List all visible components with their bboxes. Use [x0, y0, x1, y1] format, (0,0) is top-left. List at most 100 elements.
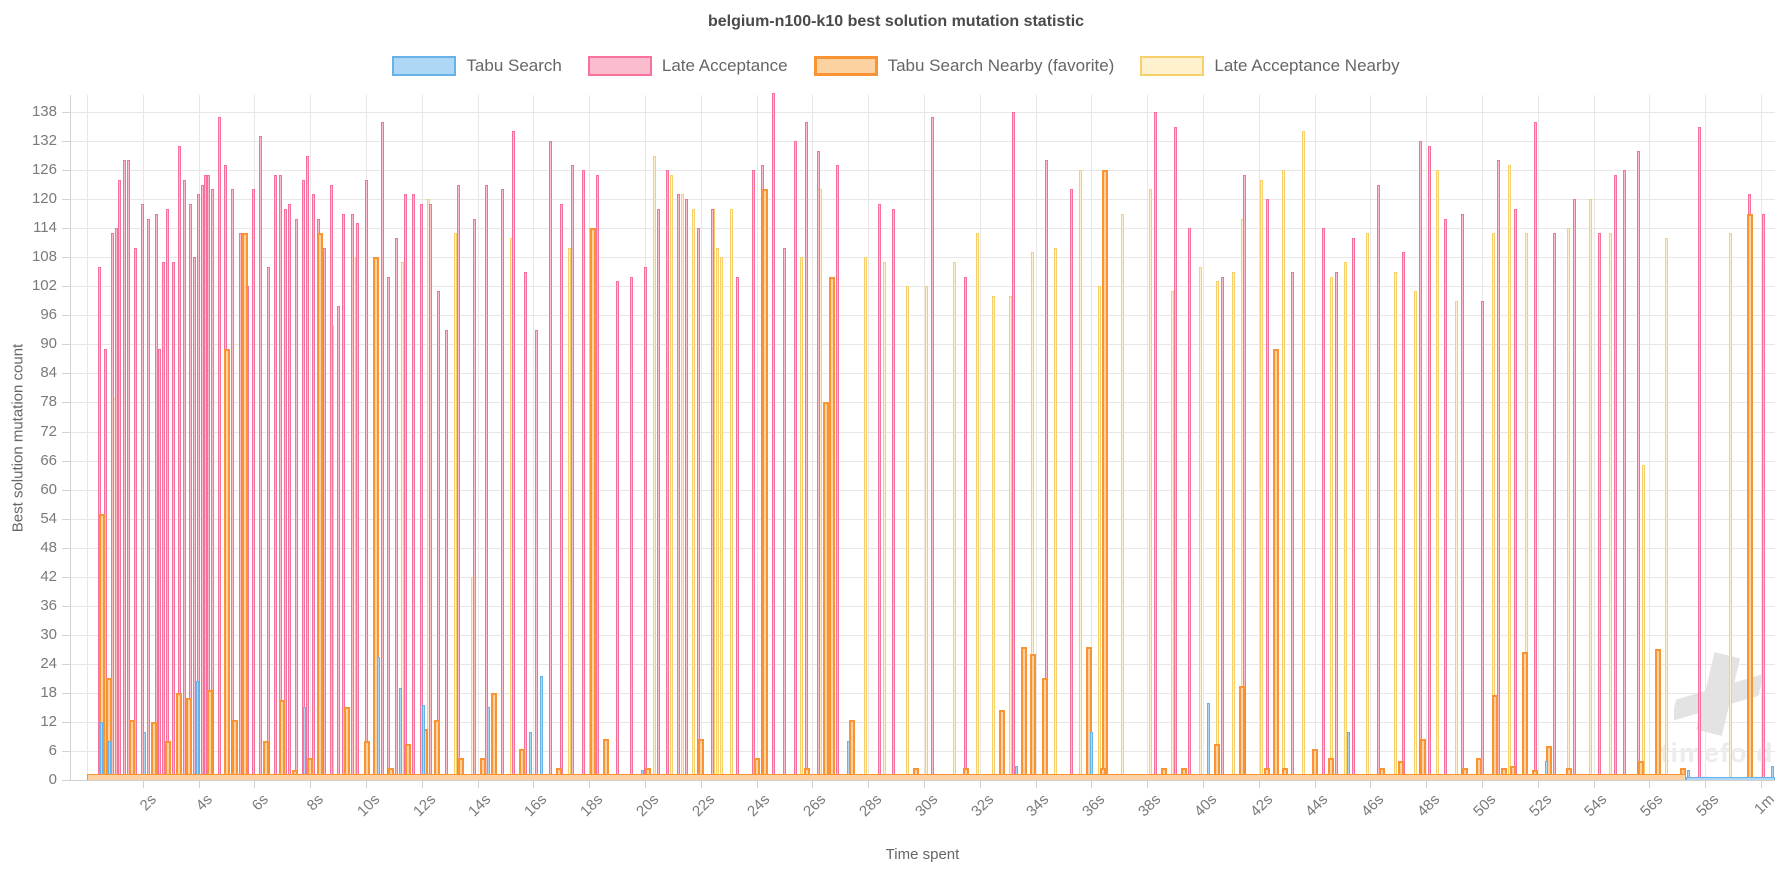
bar	[1553, 233, 1556, 780]
gridline-h	[70, 228, 1775, 230]
bar	[643, 266, 647, 780]
y-tick-label: 30	[40, 625, 57, 643]
bar	[195, 680, 199, 780]
bar	[128, 719, 135, 780]
bar	[404, 743, 411, 780]
bar	[1260, 179, 1264, 780]
y-tick-label: 12	[40, 712, 57, 730]
gridline-v	[254, 95, 256, 780]
bar	[353, 257, 357, 780]
bar	[185, 697, 192, 780]
bar	[1154, 112, 1158, 780]
gridline-v	[1314, 95, 1316, 780]
bar	[1239, 685, 1246, 780]
bar	[1654, 649, 1661, 780]
bar	[1514, 208, 1517, 780]
bar	[805, 121, 809, 780]
x-tick-mark	[198, 780, 200, 788]
bar	[992, 295, 996, 780]
bar	[540, 675, 544, 780]
y-tick-mark	[62, 112, 70, 113]
gridline-h	[70, 141, 1775, 142]
bar	[364, 741, 371, 780]
bar	[1544, 760, 1548, 780]
bar	[1021, 646, 1028, 780]
bar	[582, 170, 586, 780]
y-tick-mark	[62, 141, 70, 142]
bar	[1533, 121, 1537, 780]
bar	[1728, 233, 1732, 780]
gridline-v	[533, 95, 535, 780]
y-tick-label: 102	[31, 277, 57, 295]
y-tick-label: 36	[40, 596, 57, 614]
bar	[142, 731, 146, 780]
x-tick-label: 4s	[192, 791, 216, 815]
bar	[420, 204, 424, 780]
bar	[162, 262, 166, 780]
bar	[1343, 262, 1347, 780]
bar	[204, 174, 208, 780]
bar	[238, 233, 242, 780]
bar	[519, 748, 526, 780]
bar	[629, 276, 633, 780]
bar	[1398, 760, 1405, 780]
bar	[1215, 281, 1219, 780]
legend-swatch-icon	[587, 56, 652, 76]
gridline-v	[756, 95, 758, 780]
x-tick-mark	[1203, 780, 1204, 788]
bar	[512, 131, 516, 780]
bar	[534, 329, 538, 780]
gridline-v	[1426, 95, 1428, 780]
legend-item-tabu-search[interactable]: Tabu Search	[392, 56, 562, 76]
bar	[1180, 767, 1187, 780]
bar	[1746, 213, 1753, 780]
y-tick-mark	[62, 228, 70, 230]
bar	[399, 688, 403, 780]
bar	[1413, 291, 1417, 780]
bar	[172, 262, 175, 780]
bar	[164, 741, 171, 780]
legend-item-late-acceptance[interactable]: Late Acceptance	[587, 56, 788, 76]
bar	[1214, 743, 1220, 780]
x-tick-mark	[589, 780, 591, 788]
bar	[428, 204, 432, 780]
bar	[356, 223, 360, 780]
bar	[559, 204, 563, 780]
x-tick-label: 34s	[1023, 791, 1053, 821]
y-tick-mark	[62, 315, 70, 317]
bar	[487, 707, 491, 780]
gridline-h	[70, 692, 1775, 694]
bar	[437, 291, 440, 780]
x-tick-label: 54s	[1581, 791, 1611, 821]
legend-item-tabu-search-nearby-favorite[interactable]: Tabu Search Nearby (favorite)	[813, 56, 1114, 76]
bar	[753, 758, 760, 780]
bar	[1480, 300, 1484, 780]
gridline-h	[70, 489, 1775, 491]
bar	[1455, 300, 1459, 780]
gridline-v	[1258, 95, 1260, 780]
bar	[555, 767, 562, 780]
bar	[1572, 199, 1576, 780]
legend-item-late-acceptance-nearby[interactable]: Late Acceptance Nearby	[1140, 56, 1400, 76]
x-tick-label: 28s	[856, 791, 886, 821]
bar	[473, 218, 477, 780]
bar	[1642, 465, 1646, 780]
bar	[311, 194, 315, 780]
bar	[863, 257, 867, 780]
bar	[836, 165, 839, 780]
y-tick-label: 138	[31, 103, 57, 120]
bar	[1098, 286, 1102, 780]
y-tick-label: 96	[40, 306, 57, 324]
bar	[1187, 228, 1191, 780]
bar	[342, 213, 346, 780]
bar	[434, 719, 441, 780]
bar	[828, 276, 835, 780]
gridline-h	[70, 199, 1775, 201]
y-tick-label: 78	[40, 393, 57, 411]
bar	[1444, 218, 1448, 780]
y-tick-label: 54	[40, 509, 57, 527]
bar	[1394, 271, 1397, 780]
gridline-h	[70, 431, 1775, 433]
gridline-h	[70, 518, 1775, 520]
y-tick-mark	[62, 518, 70, 520]
